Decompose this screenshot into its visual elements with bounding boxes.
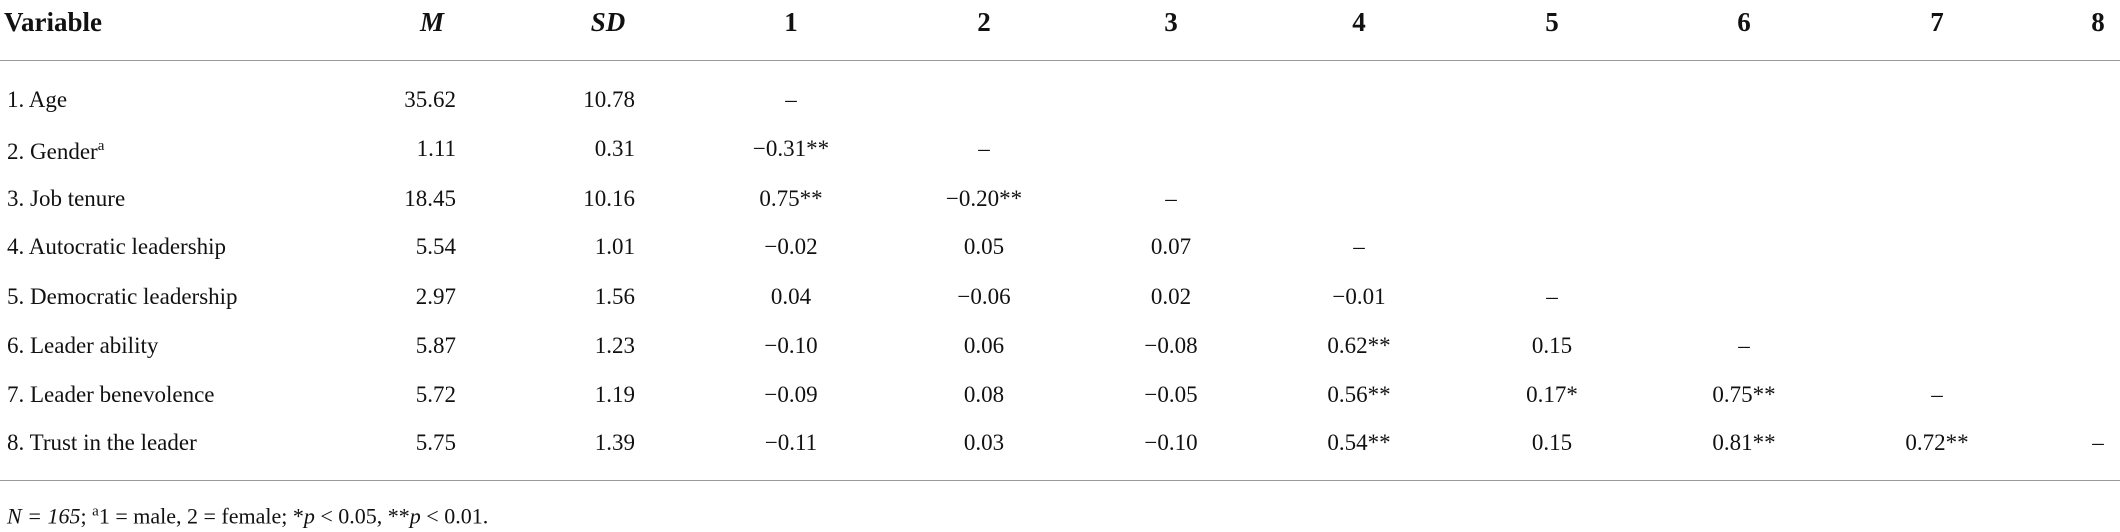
footnote-part: a	[92, 503, 99, 520]
superscript: a	[97, 138, 105, 155]
footnote-part: p	[409, 503, 421, 529]
mean-cell: 5.72	[415, 382, 456, 407]
correlation-cell: –	[1738, 333, 1750, 358]
correlation-cell: –	[1353, 234, 1365, 259]
sd-cell: 1.19	[594, 382, 635, 407]
correlation-cell: 0.54**	[1327, 430, 1391, 455]
correlation-cell: −0.08	[1144, 333, 1198, 358]
correlation-cell: 0.06	[963, 333, 1005, 358]
sd-cell: 1.01	[594, 234, 635, 259]
row-label-text: 5. Democratic leadership	[7, 284, 238, 309]
row-label-text: 4. Autocratic leadership	[7, 234, 227, 259]
header-cell: 4	[1352, 7, 1366, 37]
correlation-cell: −0.10	[764, 333, 818, 358]
correlation-cell: 0.15	[1531, 430, 1573, 455]
header-cell: SD	[590, 7, 626, 37]
correlation-cell: 0.15	[1531, 333, 1573, 358]
row-label: 3. Job tenure	[7, 184, 125, 214]
correlation-cell: 0.62**	[1327, 333, 1391, 358]
row-label: 6. Leader ability	[7, 331, 158, 361]
mean-cell: 2.97	[415, 284, 456, 309]
bottom-rule	[0, 480, 2120, 481]
footnote: N = 165; a1 = male, 2 = female; *p < 0.0…	[7, 496, 488, 531]
sd-cell: 10.16	[583, 186, 635, 211]
mean-cell: 18.45	[404, 186, 456, 211]
mean-cell: 5.75	[415, 430, 456, 455]
correlation-cell: 0.08	[963, 382, 1005, 407]
correlation-cell: 0.56**	[1327, 382, 1391, 407]
correlation-cell: 0.72**	[1905, 430, 1969, 455]
correlation-cell: 0.07	[1150, 234, 1192, 259]
row-label: 5. Democratic leadership	[7, 282, 238, 312]
header-cell: 7	[1930, 7, 1944, 37]
correlation-cell: −0.02	[764, 234, 818, 259]
correlation-cell: –	[785, 87, 797, 112]
correlation-cell: −0.01	[1332, 284, 1386, 309]
sd-cell: 0.31	[594, 136, 635, 161]
correlation-cell: 0.17*	[1526, 382, 1578, 407]
row-label: 8. Trust in the leader	[7, 428, 197, 458]
row-label: 4. Autocratic leadership	[7, 232, 226, 262]
correlation-cell: –	[2092, 430, 2104, 455]
sd-cell: 1.56	[594, 284, 635, 309]
mean-cell: 35.62	[404, 87, 456, 112]
row-label-text: 7. Leader benevolence	[7, 382, 215, 407]
sd-cell: 1.23	[594, 333, 635, 358]
header-cell: Variable	[4, 7, 103, 37]
header-cell: 8	[2091, 7, 2105, 37]
header-cell: 5	[1545, 7, 1559, 37]
correlation-cell: 0.75**	[759, 186, 823, 211]
footnote-part: p	[303, 503, 315, 529]
correlation-cell: –	[1546, 284, 1558, 309]
correlation-cell: −0.11	[764, 430, 818, 455]
header-cell: 2	[977, 7, 991, 37]
footnote-part: 1 = male, 2 = female; *	[98, 503, 304, 529]
row-label-text: 2. Gender	[7, 138, 98, 164]
correlation-cell: −0.10	[1144, 430, 1198, 455]
footnote-part: ;	[80, 503, 93, 529]
correlation-cell: 0.05	[963, 234, 1005, 259]
header-cell: M	[419, 7, 445, 37]
header-cell: 1	[784, 7, 798, 37]
row-label-text: 8. Trust in the leader	[7, 430, 197, 455]
correlation-cell: –	[1931, 382, 1943, 407]
footnote-part: < 0.01.	[420, 503, 489, 529]
correlation-cell: –	[1165, 186, 1177, 211]
row-label-text: 3. Job tenure	[7, 186, 126, 211]
correlation-cell: 0.81**	[1712, 430, 1776, 455]
correlation-cell: −0.05	[1144, 382, 1198, 407]
correlation-cell: −0.31**	[752, 136, 830, 161]
mean-cell: 5.54	[415, 234, 456, 259]
correlation-cell: −0.20**	[945, 186, 1023, 211]
row-label: 7. Leader benevolence	[7, 380, 215, 410]
row-label: 2. Gendera	[7, 131, 104, 167]
row-label-text: 1. Age	[7, 87, 68, 112]
correlation-cell: –	[978, 136, 990, 161]
correlation-cell: −0.09	[764, 382, 818, 407]
mean-cell: 1.11	[416, 136, 456, 161]
mean-cell: 5.87	[415, 333, 456, 358]
row-label-text: 6. Leader ability	[7, 333, 159, 358]
correlation-cell: 0.03	[963, 430, 1005, 455]
correlation-cell: −0.06	[957, 284, 1011, 309]
correlation-cell: 0.02	[1150, 284, 1192, 309]
correlation-cell: 0.75**	[1712, 382, 1776, 407]
footnote-part: < 0.05, **	[314, 503, 410, 529]
row-label: 1. Age	[7, 85, 67, 115]
correlation-cell: 0.04	[770, 284, 812, 309]
footnote-part: N = 165	[7, 503, 81, 529]
sd-cell: 1.39	[594, 430, 635, 455]
header-rule	[0, 60, 2120, 61]
header-cell: 6	[1737, 7, 1751, 37]
header-cell: 3	[1164, 7, 1178, 37]
sd-cell: 10.78	[583, 87, 635, 112]
